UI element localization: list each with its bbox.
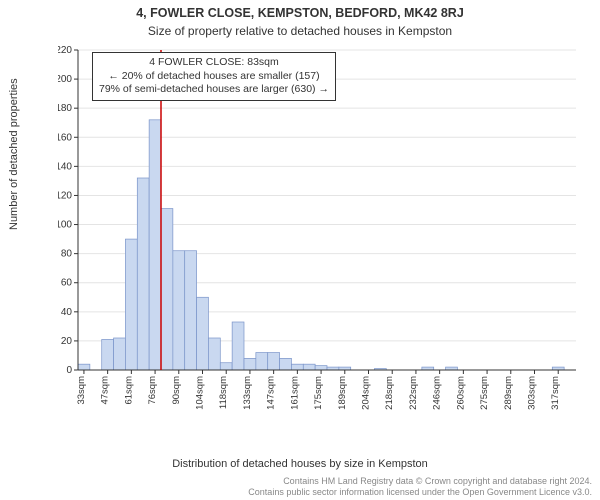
svg-text:60: 60: [61, 278, 73, 289]
footer-line1: Contains HM Land Registry data © Crown c…: [248, 476, 592, 487]
svg-text:317sqm: 317sqm: [550, 376, 561, 410]
svg-text:303sqm: 303sqm: [527, 376, 538, 410]
svg-text:80: 80: [61, 249, 73, 260]
svg-text:218sqm: 218sqm: [384, 376, 395, 410]
svg-text:47sqm: 47sqm: [100, 376, 111, 405]
svg-text:40: 40: [61, 307, 73, 318]
svg-text:20: 20: [61, 336, 73, 347]
svg-text:161sqm: 161sqm: [289, 376, 300, 410]
svg-text:289sqm: 289sqm: [503, 376, 514, 410]
chart-title-address: 4, FOWLER CLOSE, KEMPSTON, BEDFORD, MK42…: [0, 0, 600, 20]
svg-text:118sqm: 118sqm: [218, 376, 229, 409]
svg-text:189sqm: 189sqm: [337, 376, 348, 410]
x-axis-label: Distribution of detached houses by size …: [0, 458, 600, 470]
svg-text:160: 160: [58, 132, 72, 143]
svg-text:104sqm: 104sqm: [195, 376, 206, 410]
svg-text:147sqm: 147sqm: [266, 376, 277, 410]
svg-text:232sqm: 232sqm: [408, 376, 419, 410]
svg-text:100: 100: [58, 220, 72, 231]
plot-area: 0 20 40 60 80 100 120 140 160 180 200 220 33sqm 47sqm…: [58, 46, 582, 426]
svg-text:180: 180: [58, 103, 72, 114]
attribution-footer: Contains HM Land Registry data © Crown c…: [248, 476, 592, 498]
annotation-line1: 4 FOWLER CLOSE: 83sqm: [99, 56, 329, 70]
svg-text:275sqm: 275sqm: [479, 376, 490, 410]
svg-text:133sqm: 133sqm: [242, 376, 253, 410]
chart-container: 4, FOWLER CLOSE, KEMPSTON, BEDFORD, MK42…: [0, 0, 600, 500]
svg-text:90sqm: 90sqm: [171, 376, 182, 405]
svg-text:175sqm: 175sqm: [313, 376, 324, 410]
svg-text:0: 0: [66, 365, 72, 376]
svg-text:200: 200: [58, 74, 72, 85]
svg-text:76sqm: 76sqm: [147, 376, 158, 405]
svg-text:61sqm: 61sqm: [123, 376, 134, 405]
chart-subtitle: Size of property relative to detached ho…: [0, 20, 600, 38]
svg-text:140: 140: [58, 161, 72, 172]
footer-line2: Contains public sector information licen…: [248, 487, 592, 498]
histogram-svg: 0 20 40 60 80 100 120 140 160 180 200 220 33sqm 47sqm…: [58, 46, 582, 426]
annotation-box: 4 FOWLER CLOSE: 83sqm ← 20% of detached …: [92, 52, 336, 101]
svg-text:204sqm: 204sqm: [361, 376, 372, 410]
svg-text:246sqm: 246sqm: [432, 376, 443, 410]
annotation-line2: ← 20% of detached houses are smaller (15…: [99, 70, 329, 84]
annotation-line3: 79% of semi-detached houses are larger (…: [99, 83, 329, 97]
svg-text:260sqm: 260sqm: [455, 376, 466, 410]
y-axis-label: Number of detached properties: [8, 78, 20, 230]
svg-text:220: 220: [58, 46, 72, 56]
svg-text:120: 120: [58, 190, 72, 201]
svg-text:33sqm: 33sqm: [76, 376, 87, 405]
